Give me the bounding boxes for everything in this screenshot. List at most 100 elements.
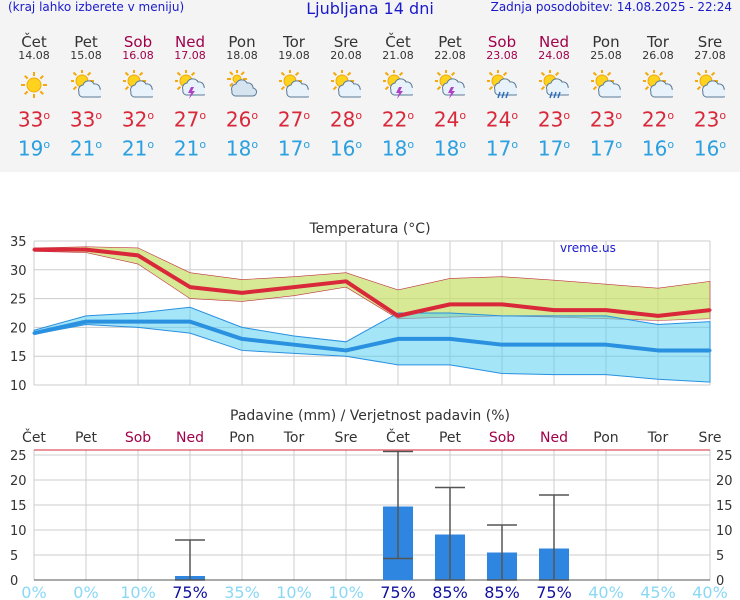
precip-probability: 0% bbox=[21, 583, 46, 600]
day-column: Sre 20.08 28o 16o bbox=[319, 34, 373, 161]
forecast-header-panel: (kraj lahko izberete v meniju) Ljubljana… bbox=[0, 0, 740, 172]
day-column: Pet 22.08 24o 18o bbox=[423, 34, 477, 161]
y-tick-label-right: 15 bbox=[716, 499, 733, 514]
x-tick-label: Pon bbox=[593, 430, 618, 446]
min-temp-line bbox=[33, 319, 710, 353]
day-name: Ned bbox=[175, 33, 205, 51]
max-temp-point bbox=[656, 314, 660, 318]
sun-storm-icon bbox=[174, 69, 208, 100]
sun-storm-icon bbox=[382, 69, 416, 100]
sun-cloud-icon bbox=[330, 69, 364, 100]
day-column: Ned 17.08 27o 21o bbox=[163, 34, 217, 161]
precip-probability: 10% bbox=[120, 583, 156, 600]
day-name: Pet bbox=[438, 33, 462, 51]
y-tick-label: 25 bbox=[10, 449, 27, 464]
min-temp: 16o bbox=[329, 136, 363, 161]
max-temp: 27o bbox=[173, 107, 207, 132]
last-update: Zadnja posodobitev: 14.08.2025 - 22:24 bbox=[490, 0, 732, 14]
x-tick-label: Pet bbox=[439, 430, 462, 446]
min-temp: 17o bbox=[485, 136, 519, 161]
sun-cloud-icon bbox=[278, 69, 312, 100]
min-temp: 17o bbox=[537, 136, 571, 161]
min-temp: 16o bbox=[693, 136, 727, 161]
day-name: Sre bbox=[697, 33, 723, 51]
max-temp: 23o bbox=[537, 107, 571, 132]
sun-icon bbox=[19, 70, 49, 100]
y-tick-label: 25 bbox=[10, 293, 27, 308]
precip-probability: 85% bbox=[484, 583, 520, 600]
day-column: Pet 15.08 33o 21o bbox=[59, 34, 113, 161]
precip-probability: 40% bbox=[692, 583, 728, 600]
precip-probability: 35% bbox=[224, 583, 260, 600]
y-tick-label: 20 bbox=[10, 321, 27, 336]
max-temp-point bbox=[708, 308, 712, 312]
day-name: Pet bbox=[74, 33, 98, 51]
min-temp-point bbox=[292, 343, 296, 347]
precip-probability: 45% bbox=[640, 583, 676, 600]
min-temp-point bbox=[32, 331, 36, 335]
y-tick-label: 30 bbox=[10, 264, 27, 279]
min-temp: 21o bbox=[69, 136, 103, 161]
sun-cloud-icon bbox=[70, 69, 104, 100]
x-tick-label: Ned bbox=[176, 430, 204, 446]
precipitation-chart: Padavine (mm) / Verjetnost padavin (%) Če… bbox=[10, 408, 733, 600]
sun-rain-icon bbox=[486, 69, 520, 100]
max-temp: 22o bbox=[641, 107, 675, 132]
max-temp: 24o bbox=[485, 107, 519, 132]
x-tick-label: Pon bbox=[229, 430, 254, 446]
temperature-chart: Temperatura (°C) 10 15 20 25 30 35 vreme.us bbox=[10, 221, 712, 393]
day-date: 25.08 bbox=[590, 49, 622, 62]
day-date: 15.08 bbox=[70, 49, 102, 62]
day-column: Čet 14.08 33o 19o bbox=[7, 34, 61, 161]
day-date: 14.08 bbox=[18, 49, 50, 62]
max-temp: 33o bbox=[17, 107, 51, 132]
day-date: 20.08 bbox=[330, 49, 362, 62]
day-column: Tor 19.08 27o 17o bbox=[267, 34, 321, 161]
max-temp: 24o bbox=[433, 107, 467, 132]
day-column: Sob 23.08 24o 17o bbox=[475, 34, 529, 161]
max-temp-point bbox=[396, 314, 400, 318]
day-name: Pon bbox=[592, 33, 620, 51]
x-tick-label: Sob bbox=[489, 430, 515, 446]
y-tick-label: 15 bbox=[10, 350, 27, 365]
day-date: 17.08 bbox=[174, 49, 206, 62]
y-tick-label-right: 0 bbox=[716, 574, 724, 589]
min-temp-point bbox=[240, 337, 244, 341]
max-temp-point bbox=[604, 308, 608, 312]
precip-probability: 75% bbox=[536, 583, 572, 600]
day-column: Čet 21.08 22o 18o bbox=[371, 34, 425, 161]
day-column: Ned 24.08 23o 17o bbox=[527, 34, 581, 161]
chart-title: Padavine (mm) / Verjetnost padavin (%) bbox=[230, 408, 510, 424]
max-temp-line bbox=[34, 247, 711, 318]
y-tick-label: 10 bbox=[10, 379, 27, 393]
min-temp: 19o bbox=[17, 136, 51, 161]
min-temp-point bbox=[136, 320, 140, 324]
day-name: Čet bbox=[21, 33, 47, 51]
sun-cloud-icon bbox=[590, 69, 624, 100]
max-temp-point bbox=[448, 302, 452, 306]
day-date: 24.08 bbox=[538, 49, 570, 62]
y-tick-label-right: 20 bbox=[716, 474, 733, 489]
min-temp-point bbox=[656, 348, 660, 352]
max-temp: 32o bbox=[121, 107, 155, 132]
max-temp-point bbox=[84, 248, 88, 252]
max-temp: 28o bbox=[329, 107, 363, 132]
day-name: Sob bbox=[123, 33, 153, 51]
day-name: Sre bbox=[333, 33, 359, 51]
sun-cloud-icon bbox=[122, 69, 156, 100]
day-date: 27.08 bbox=[694, 49, 726, 62]
day-column: Pon 25.08 23o 17o bbox=[579, 34, 633, 161]
page-title: Ljubljana 14 dni bbox=[306, 0, 434, 18]
sun-rain-icon bbox=[538, 69, 572, 100]
min-temp-point bbox=[84, 320, 88, 324]
cloudy-icon bbox=[227, 69, 257, 100]
y-tick-label-right: 25 bbox=[716, 449, 733, 464]
x-tick-label: Sre bbox=[699, 430, 722, 446]
min-temp: 21o bbox=[173, 136, 207, 161]
day-name: Čet bbox=[385, 33, 411, 51]
max-temp: 27o bbox=[277, 107, 311, 132]
max-temp: 23o bbox=[589, 107, 623, 132]
max-temp: 26o bbox=[225, 107, 259, 132]
day-name: Tor bbox=[647, 33, 669, 51]
y-tick-label: 35 bbox=[10, 235, 27, 250]
